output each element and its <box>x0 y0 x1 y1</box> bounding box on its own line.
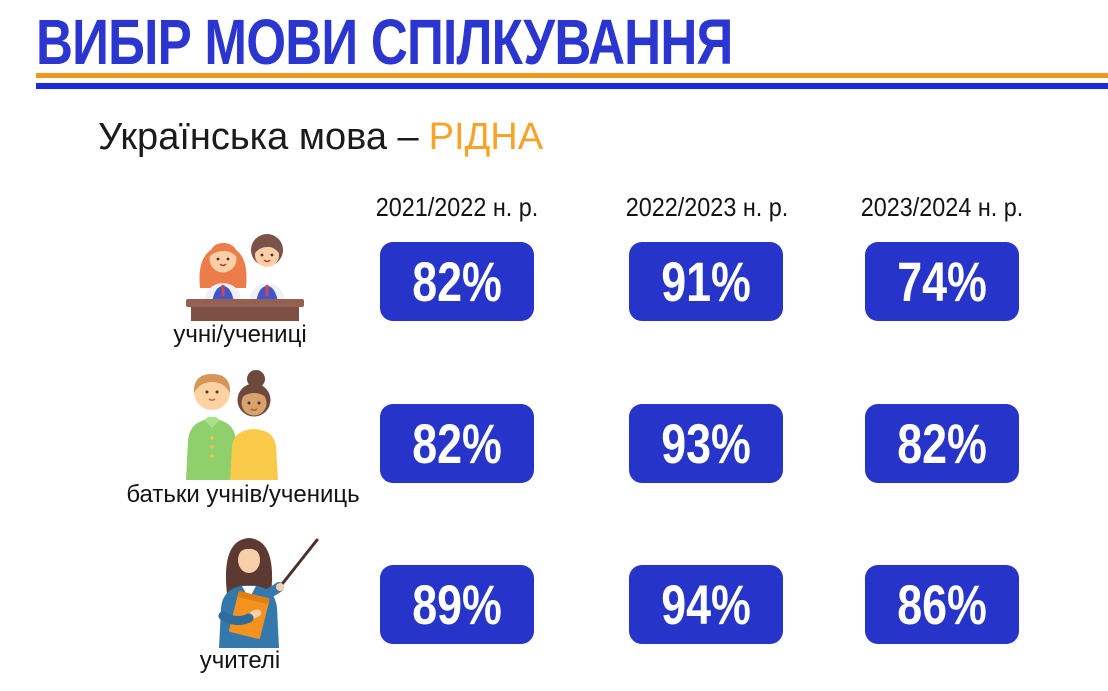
percent-value: 74% <box>897 249 987 313</box>
subtitle-text: Українська мова – <box>98 116 419 158</box>
value-cell-teachers-2021: 89% <box>380 565 534 644</box>
page-title: ВИБІР МОВИ СПІЛКУВАННЯ <box>36 6 733 78</box>
value-cell-students-2023: 74% <box>865 242 1019 321</box>
value-cell-teachers-2022: 94% <box>629 565 783 644</box>
percent-value: 82% <box>897 411 987 475</box>
column-header-year-3: 2023/2024 н. р. <box>860 192 1024 222</box>
percent-value: 93% <box>661 411 751 475</box>
slide-subtitle: Українська мова – РІДНА <box>98 116 543 159</box>
value-cell-parents-2023: 82% <box>865 404 1019 483</box>
row-label-teachers: учителі <box>199 647 281 674</box>
percent-value: 89% <box>412 572 502 636</box>
percent-value: 91% <box>661 249 751 313</box>
value-cell-parents-2022: 93% <box>629 404 783 483</box>
value-cell-students-2021: 82% <box>380 242 534 321</box>
column-header-year-2: 2022/2023 н. р. <box>625 192 789 222</box>
percent-value: 94% <box>661 572 751 636</box>
teacher-icon <box>218 538 319 648</box>
percent-value: 86% <box>897 572 987 636</box>
value-cell-teachers-2023: 86% <box>865 565 1019 644</box>
subtitle-highlight: РІДНА <box>428 116 544 158</box>
students-icon <box>186 234 304 321</box>
percent-value: 82% <box>412 411 502 475</box>
percent-value: 82% <box>412 249 502 313</box>
divider-blue <box>36 83 1108 89</box>
value-cell-parents-2021: 82% <box>380 404 534 483</box>
column-header-year-1: 2021/2022 н. р. <box>375 192 539 222</box>
row-label-students: учні/учениці <box>173 321 307 348</box>
value-cell-students-2022: 91% <box>629 242 783 321</box>
parents-icon <box>186 370 278 480</box>
divider-orange <box>36 73 1108 78</box>
row-label-parents: батьки учнів/учениць <box>126 481 360 508</box>
